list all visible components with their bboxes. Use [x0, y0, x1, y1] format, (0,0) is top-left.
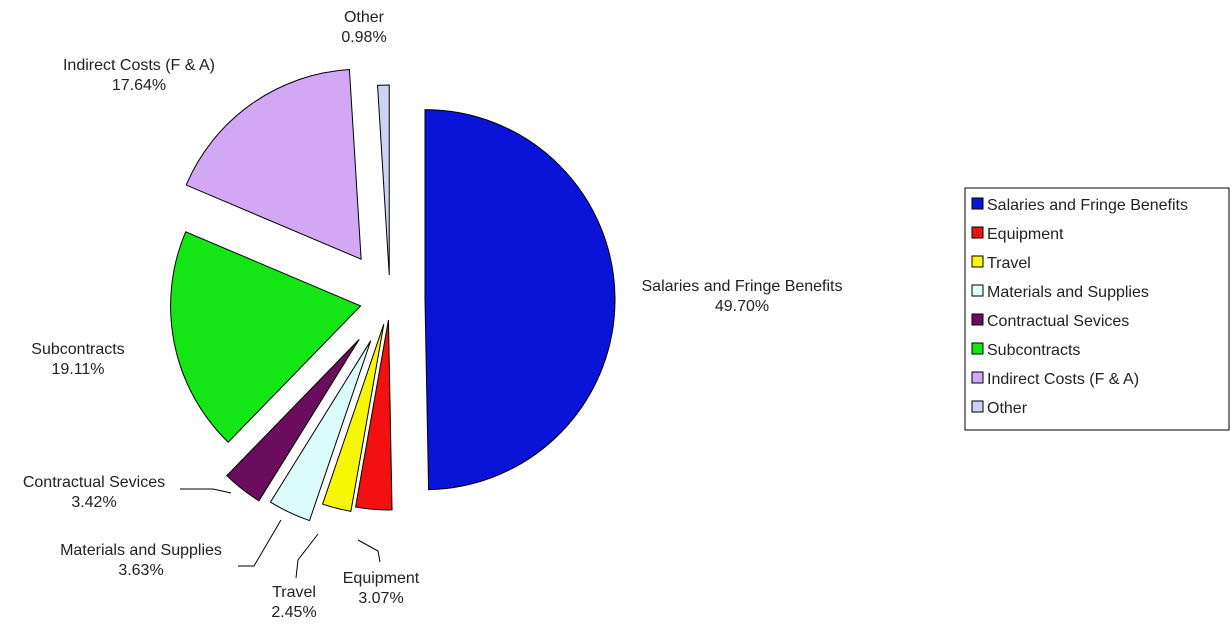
slice-label-name-salaries-and-fringe-benefits: Salaries and Fringe Benefits: [642, 278, 843, 295]
legend-label-indirect-costs-f-a: Indirect Costs (F & A): [987, 371, 1139, 388]
slice-label-name-contractual-sevices: Contractual Sevices: [23, 474, 165, 491]
slice-label-value-materials-and-supplies: 3.63%: [118, 562, 163, 579]
slice-label-value-travel: 2.45%: [271, 604, 316, 621]
slice-label-name-travel: Travel: [272, 584, 316, 601]
legend-swatch-indirect-costs-f-a: [971, 371, 984, 384]
legend: Salaries and Fringe Benefits Equipment Tra…: [964, 187, 1230, 431]
slice-label-value-indirect-costs-f-a: 17.64%: [112, 77, 166, 94]
slice-label-value-equipment: 3.07%: [358, 590, 403, 607]
legend-label-materials-and-supplies: Materials and Supplies: [987, 284, 1149, 301]
legend-swatch-materials-and-supplies: [971, 284, 984, 297]
legend-swatch-salaries-and-fringe-benefits: [971, 197, 984, 210]
pie-slices: [170, 69, 616, 522]
leader-line-materials-and-supplies: [238, 519, 282, 567]
pie-slice-travel: [321, 324, 385, 512]
legend-label-salaries-and-fringe-benefits: Salaries and Fringe Benefits: [987, 197, 1188, 214]
slice-labels: Salaries and Fringe Benefits 49.70% Equipm…: [23, 9, 843, 621]
legend-label-equipment: Equipment: [987, 226, 1064, 243]
legend-label-subcontracts: Subcontracts: [987, 342, 1080, 359]
slice-label-name-materials-and-supplies: Materials and Supplies: [60, 542, 222, 559]
pie-slice-salaries-and-fringe-benefits: [424, 109, 616, 491]
leader-lines: [180, 488, 381, 579]
slice-label-value-salaries-and-fringe-benefits: 49.70%: [715, 298, 769, 315]
legend-swatch-contractual-sevices: [971, 313, 984, 326]
pie-slice-contractual-sevices: [226, 339, 360, 502]
pie-slice-equipment: [354, 319, 393, 511]
slice-label-value-other: 0.98%: [341, 29, 386, 46]
legend-swatch-travel: [971, 255, 984, 268]
leader-line-equipment: [357, 539, 381, 563]
legend-label-travel: Travel: [987, 255, 1031, 272]
slice-label-name-subcontracts: Subcontracts: [31, 341, 124, 358]
slice-label-value-subcontracts: 19.11%: [51, 361, 104, 378]
slice-label-value-contractual-sevices: 3.42%: [71, 494, 116, 511]
legend-box: [964, 187, 1230, 431]
pie-slice-indirect-costs-f-a: [185, 69, 362, 260]
leader-line-contractual-sevices: [180, 488, 232, 494]
slice-label-name-indirect-costs-f-a: Indirect Costs (F & A): [63, 57, 215, 74]
leader-line-travel: [295, 533, 319, 579]
pie-slice-materials-and-supplies: [269, 340, 372, 522]
pie-slice-other: [377, 84, 390, 276]
slice-label-name-other: Other: [344, 9, 385, 26]
slice-label-name-equipment: Equipment: [343, 570, 420, 587]
legend-label-contractual-sevices: Contractual Sevices: [987, 313, 1129, 330]
legend-label-other: Other: [987, 400, 1028, 417]
legend-swatch-subcontracts: [971, 342, 984, 355]
legend-swatch-equipment: [971, 226, 984, 239]
pie-slice-subcontracts: [170, 231, 362, 443]
legend-swatch-other: [971, 400, 984, 413]
